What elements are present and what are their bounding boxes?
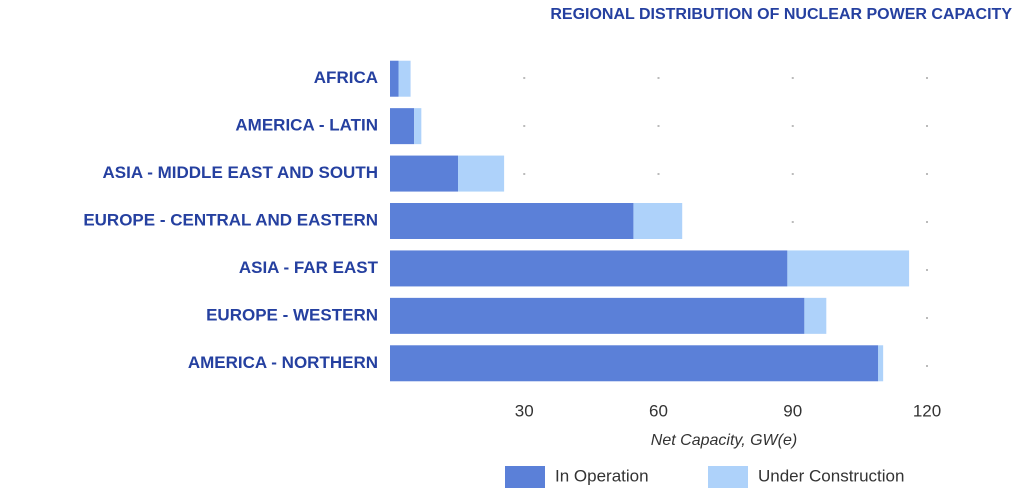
y-tick-label: EUROPE - CENTRAL AND EASTERN	[83, 210, 378, 229]
bar	[390, 60, 399, 97]
y-tick-label: ASIA - MIDDLE EAST AND SOUTH	[103, 163, 378, 182]
y-tick-label: AMERICA - NORTHERN	[188, 353, 378, 372]
bar	[414, 108, 422, 145]
bar	[390, 250, 788, 287]
bar	[390, 345, 879, 382]
legend-swatch	[505, 466, 545, 488]
y-tick-label: ASIA - FAR EAST	[239, 258, 379, 277]
legend-swatch	[708, 466, 748, 488]
bar	[787, 250, 910, 287]
bar	[804, 297, 827, 334]
legend-label: In Operation	[555, 466, 649, 485]
bar	[390, 203, 634, 239]
bar	[390, 297, 805, 334]
bar	[878, 345, 884, 382]
x-tick-label: 60	[649, 401, 668, 420]
y-tick-label: EUROPE - WESTERN	[206, 305, 378, 324]
bar	[398, 60, 411, 97]
y-tick-label: AMERICA - LATIN	[235, 116, 378, 135]
x-axis-label: Net Capacity, GW(e)	[651, 432, 797, 449]
chart-title: REGIONAL DISTRIBUTION OF NUCLEAR POWER C…	[550, 6, 1012, 23]
x-tick-label: 90	[783, 401, 802, 420]
bar	[458, 155, 505, 192]
y-tick-label: AFRICA	[314, 68, 378, 87]
bar	[633, 203, 683, 239]
x-tick-label: 120	[913, 401, 941, 420]
bar	[390, 155, 459, 192]
bar	[390, 108, 415, 145]
x-tick-label: 30	[515, 401, 534, 420]
legend-label: Under Construction	[758, 466, 904, 485]
